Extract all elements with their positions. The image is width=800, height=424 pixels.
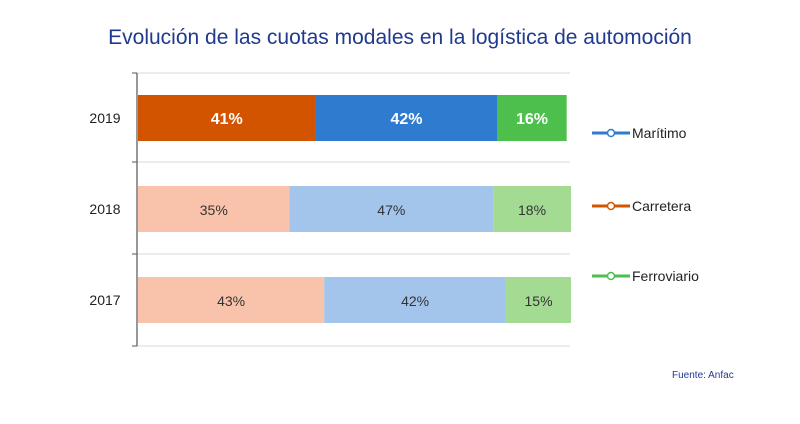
data-label: 16% (516, 111, 548, 128)
data-label: 41% (211, 111, 243, 128)
data-label: 15% (525, 293, 553, 309)
data-label: 47% (377, 202, 405, 218)
category-label: 2017 (89, 292, 120, 308)
legend-label: Marítimo (632, 125, 687, 141)
category-label: 2018 (89, 201, 120, 217)
data-label: 18% (518, 202, 546, 218)
legend-swatch-marker (608, 203, 615, 210)
data-label: 42% (401, 293, 429, 309)
legend-label: Ferroviario (632, 268, 699, 284)
data-label: 42% (390, 111, 422, 128)
legend-swatch-marker (608, 130, 615, 137)
legend-swatch-marker (608, 273, 615, 280)
data-label: 43% (217, 293, 245, 309)
data-label: 35% (200, 202, 228, 218)
category-label: 2019 (89, 110, 120, 126)
legend-label: Carretera (632, 198, 691, 214)
source-note: Fuente: Anfac (672, 370, 734, 381)
